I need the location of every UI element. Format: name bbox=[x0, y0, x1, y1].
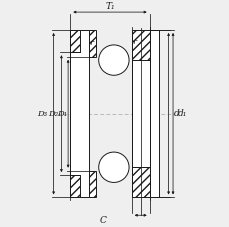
Bar bbox=[149, 30, 158, 197]
Text: C: C bbox=[99, 216, 106, 225]
Circle shape bbox=[98, 45, 128, 75]
Bar bbox=[131, 60, 149, 167]
Bar bbox=[131, 167, 149, 197]
Text: T₁: T₁ bbox=[105, 2, 114, 11]
Bar bbox=[89, 30, 95, 57]
Bar bbox=[70, 30, 80, 52]
Bar bbox=[70, 175, 80, 197]
Bar bbox=[131, 30, 149, 60]
Bar bbox=[89, 171, 95, 197]
Text: r: r bbox=[131, 38, 135, 46]
Bar bbox=[70, 30, 89, 197]
Circle shape bbox=[98, 152, 128, 183]
Text: r: r bbox=[89, 39, 93, 47]
Text: D₁: D₁ bbox=[57, 110, 67, 118]
Text: D₃: D₃ bbox=[37, 110, 47, 118]
Text: d: d bbox=[173, 109, 178, 118]
Text: D₂: D₂ bbox=[48, 110, 58, 118]
Text: d₁: d₁ bbox=[177, 109, 186, 118]
